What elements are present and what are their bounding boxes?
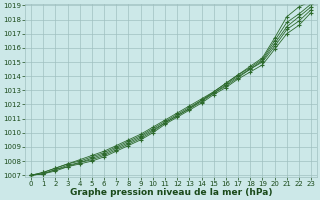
- X-axis label: Graphe pression niveau de la mer (hPa): Graphe pression niveau de la mer (hPa): [70, 188, 272, 197]
